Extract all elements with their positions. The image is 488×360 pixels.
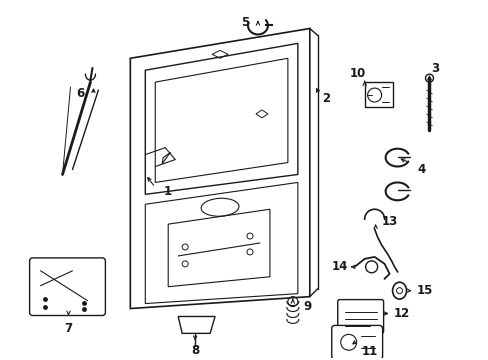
Text: 11: 11 bbox=[361, 345, 377, 358]
Text: 9: 9 bbox=[303, 300, 311, 313]
Text: 8: 8 bbox=[191, 344, 199, 357]
Text: 4: 4 bbox=[417, 163, 425, 176]
Text: 13: 13 bbox=[381, 215, 397, 228]
Text: 7: 7 bbox=[64, 322, 72, 335]
Text: 1: 1 bbox=[164, 185, 172, 198]
FancyBboxPatch shape bbox=[364, 82, 392, 107]
Text: 2: 2 bbox=[321, 91, 329, 104]
Text: 10: 10 bbox=[349, 67, 365, 80]
Text: 3: 3 bbox=[430, 62, 439, 75]
Polygon shape bbox=[130, 28, 309, 309]
Circle shape bbox=[425, 74, 432, 82]
FancyBboxPatch shape bbox=[337, 300, 383, 333]
Text: 14: 14 bbox=[331, 260, 347, 273]
Text: 5: 5 bbox=[241, 16, 248, 29]
FancyBboxPatch shape bbox=[30, 258, 105, 315]
Text: 6: 6 bbox=[76, 86, 84, 100]
FancyBboxPatch shape bbox=[331, 325, 382, 359]
Text: 12: 12 bbox=[393, 307, 409, 320]
Polygon shape bbox=[178, 316, 215, 333]
Text: 15: 15 bbox=[415, 284, 432, 297]
